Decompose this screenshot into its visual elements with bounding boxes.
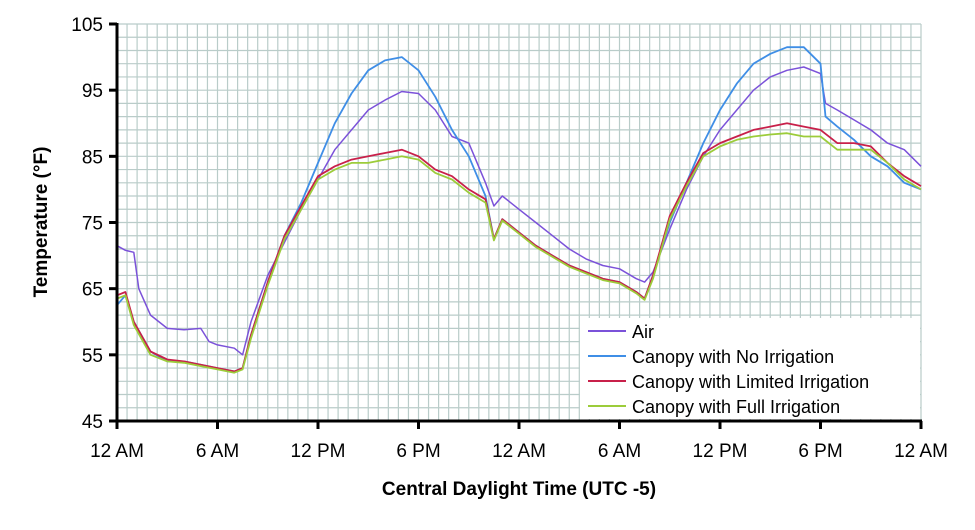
x-tick-label: 12 AM: [492, 441, 546, 462]
x-tick-label: 6 PM: [396, 441, 440, 462]
x-axis-title: Central Daylight Time (UTC -5): [382, 479, 656, 500]
x-tick-label: 12 PM: [693, 441, 748, 462]
y-tick-label: 45: [82, 412, 103, 433]
tick-labels: 45 55 65 75 85 95 105 12 AM 6 AM 12 PM 6 PM 12 AM 6 …: [71, 15, 948, 462]
legend-label: Air: [632, 322, 654, 342]
legend-label: Canopy with Limited Irrigation: [632, 372, 869, 392]
y-tick-label: 65: [82, 280, 103, 301]
y-tick-label: 85: [82, 147, 103, 168]
y-tick-label: 95: [82, 81, 103, 102]
gridlines: [116, 23, 922, 422]
x-tick-label: 12 AM: [90, 441, 144, 462]
x-tick-label: 12 PM: [291, 441, 346, 462]
y-axis-title: Temperature (°F): [31, 147, 52, 298]
series-line-3: [116, 122, 922, 373]
axes: [109, 22, 923, 429]
legend-box: [580, 318, 920, 419]
series-lines: [116, 46, 922, 374]
series-line-1: [116, 66, 922, 356]
legend-label: Canopy with Full Irrigation: [632, 397, 840, 417]
series-line-4: [116, 132, 922, 374]
x-tick-label: 6 PM: [798, 441, 842, 462]
legend: Air Canopy with No Irrigation Canopy with …: [580, 318, 920, 419]
x-tick-label: 12 AM: [894, 441, 948, 462]
x-tick-label: 6 AM: [196, 441, 239, 462]
y-tick-label: 75: [82, 214, 103, 235]
legend-label: Canopy with No Irrigation: [632, 347, 834, 367]
y-tick-label: 105: [71, 15, 103, 36]
y-tick-label: 55: [82, 346, 103, 367]
x-tick-label: 6 AM: [598, 441, 641, 462]
